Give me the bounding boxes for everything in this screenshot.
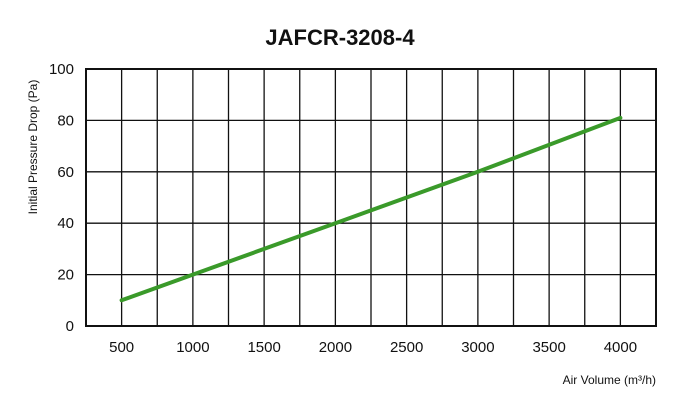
series-line	[119, 115, 623, 303]
x-tick-label: 4000	[604, 339, 637, 356]
y-tick-label: 80	[57, 112, 74, 129]
y-tick-label: 60	[57, 164, 74, 181]
chart-title: JAFCR-3208-4	[265, 25, 415, 50]
x-tick-label: 500	[109, 339, 134, 356]
x-tick-label: 3000	[461, 339, 494, 356]
series-layer	[119, 115, 623, 303]
x-tick-label: 1000	[176, 339, 209, 356]
x-tick-label: 2500	[390, 339, 423, 356]
y-tick-label: 20	[57, 267, 74, 284]
x-tick-label: 3500	[532, 339, 565, 356]
x-axis-label: Air Volume (m³/h)	[563, 373, 656, 387]
y-tick-labels: 0 20 40 60 80 100	[49, 61, 74, 335]
x-tick-label: 1500	[247, 339, 280, 356]
y-tick-label: 40	[57, 215, 74, 232]
grid-layer	[85, 68, 657, 327]
x-tick-label: 2000	[319, 339, 352, 356]
plot-frame	[85, 68, 657, 327]
x-tick-labels: 500 1000 1500 2000 2500 3000 3500 4000	[109, 339, 637, 356]
y-tick-label: 100	[49, 61, 74, 78]
y-axis-label: Initial Pressure Drop (Pa)	[26, 80, 40, 215]
y-tick-label: 0	[66, 318, 74, 335]
